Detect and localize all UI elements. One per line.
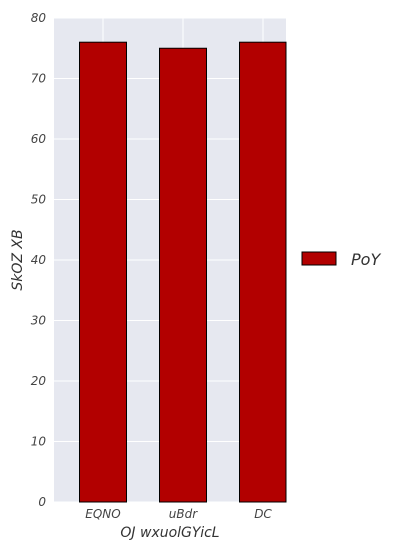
y-tick-label: 40: [31, 253, 47, 267]
x-tick-label: uBdr: [169, 507, 198, 521]
legend: PoY: [301, 250, 381, 269]
x-axis-title: OJ wxuolGYicL: [120, 525, 219, 541]
y-tick-label: 70: [31, 72, 47, 86]
y-tick-label: 0: [38, 495, 46, 509]
y-tick-label: 80: [31, 11, 47, 25]
y-tick-label: 50: [31, 193, 47, 207]
bar: [79, 41, 127, 503]
y-axis-title: SkOZ XB: [10, 229, 26, 290]
x-tick-label: DC: [254, 507, 272, 521]
bars: [79, 41, 287, 503]
bar: [159, 47, 207, 503]
y-tick-labels: 0 10 20 30 40 50 60 70 80: [31, 11, 47, 509]
y-tick-label: 30: [31, 314, 47, 328]
y-tick-label: 20: [31, 374, 47, 388]
bar: [239, 41, 287, 503]
y-tick-label: 10: [31, 435, 47, 449]
x-tick-labels: EQNO uBdr DC: [85, 507, 272, 521]
legend-label: PoY: [351, 250, 381, 269]
x-tick-label: EQNO: [85, 507, 120, 521]
y-tick-label: 60: [31, 132, 47, 146]
legend-swatch: [301, 251, 337, 266]
